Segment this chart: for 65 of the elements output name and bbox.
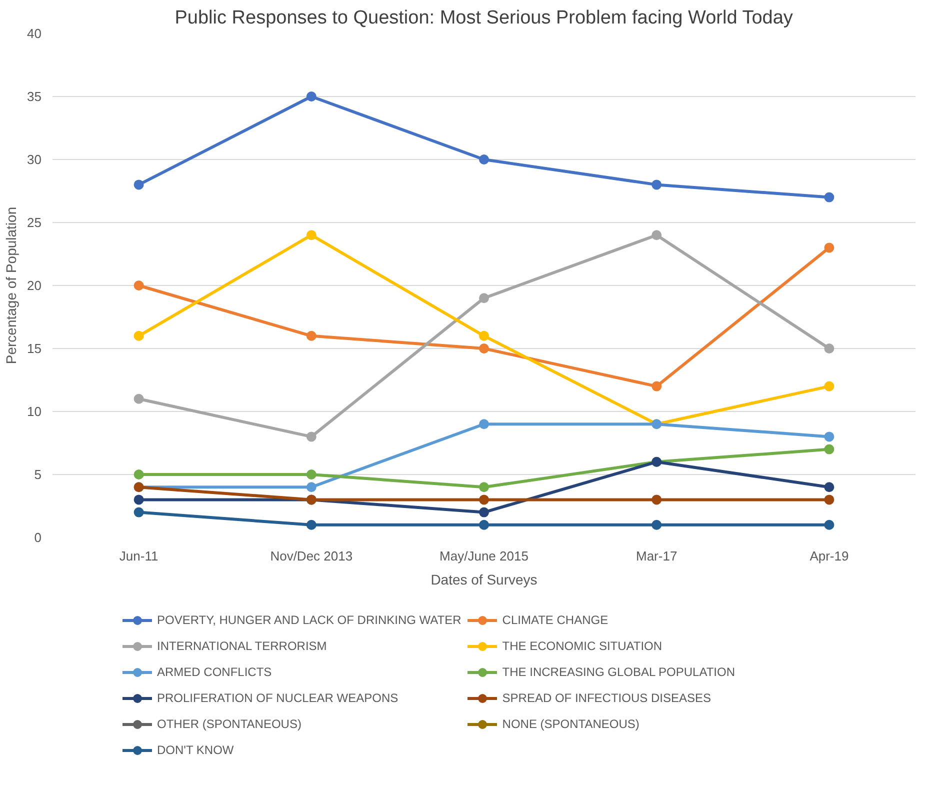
y-axis-title: Percentage of Population — [3, 206, 20, 364]
y-tick-label: 0 — [34, 530, 42, 545]
legend-label: THE ECONOMIC SITUATION — [502, 638, 662, 654]
point — [652, 520, 662, 530]
point — [306, 470, 316, 480]
legend-label: CLIMATE CHANGE — [502, 612, 608, 628]
point — [479, 482, 489, 492]
point — [824, 432, 834, 442]
point — [479, 293, 489, 304]
legend-label: ARMED CONFLICTS — [157, 664, 272, 680]
point — [134, 330, 144, 341]
legend-label: INTERNATIONAL TERRORISM — [157, 638, 327, 654]
point — [479, 330, 489, 341]
point — [134, 507, 144, 518]
point — [824, 192, 834, 202]
point — [306, 92, 316, 102]
legend-label: DON'T KNOW — [157, 742, 234, 758]
point — [652, 381, 662, 392]
point — [479, 344, 489, 354]
point — [652, 180, 662, 190]
point — [134, 280, 144, 290]
y-tick-label: 5 — [34, 467, 42, 482]
legend-label: POVERTY, HUNGER AND LACK OF DRINKING WATER — [157, 612, 462, 628]
point — [652, 494, 662, 505]
y-tick-label: 30 — [27, 152, 42, 167]
y-tick-label: 15 — [27, 341, 42, 356]
x-tick-label: Jun-11 — [119, 548, 158, 564]
y-tick-label: 35 — [27, 89, 42, 104]
y-tick-label: 40 — [27, 26, 42, 41]
point — [479, 520, 489, 530]
legend-label: OTHER (SPONTANEOUS) — [157, 716, 302, 732]
point — [824, 344, 834, 354]
legend-label: NONE (SPONTANEOUS) — [502, 716, 640, 732]
point — [824, 494, 834, 505]
point — [479, 419, 489, 430]
point — [824, 482, 834, 492]
point — [479, 154, 489, 164]
point — [306, 330, 316, 341]
legend-label: THE INCREASING GLOBAL POPULATION — [502, 664, 735, 680]
chart-title: Public Responses to Question: Most Serious Problem facing World Today — [174, 8, 794, 28]
point — [306, 482, 316, 492]
y-tick-label: 25 — [27, 215, 42, 230]
point — [479, 494, 489, 505]
point — [134, 470, 144, 480]
x-tick-label: Nov/Dec 2013 — [270, 548, 353, 564]
legend-label: SPREAD OF INFECTIOUS DISEASES — [502, 690, 711, 706]
point — [824, 381, 834, 392]
point — [652, 230, 662, 240]
point — [824, 520, 834, 530]
y-tick-label: 20 — [27, 278, 42, 293]
point — [479, 507, 489, 518]
point — [134, 394, 144, 404]
point — [306, 230, 316, 240]
x-tick-label: May/June 2015 — [440, 548, 528, 564]
x-tick-label: Apr-19 — [810, 548, 849, 564]
point — [134, 494, 144, 505]
point — [306, 432, 316, 442]
point — [824, 444, 834, 454]
legend-label: PROLIFERATION OF NUCLEAR WEAPONS — [157, 690, 398, 706]
point — [824, 242, 834, 253]
point — [306, 520, 316, 530]
y-tick-label: 10 — [27, 404, 42, 419]
point — [134, 180, 144, 190]
x-tick-label: Mar-17 — [636, 548, 678, 564]
x-axis-title: Dates of Surveys — [430, 572, 538, 588]
